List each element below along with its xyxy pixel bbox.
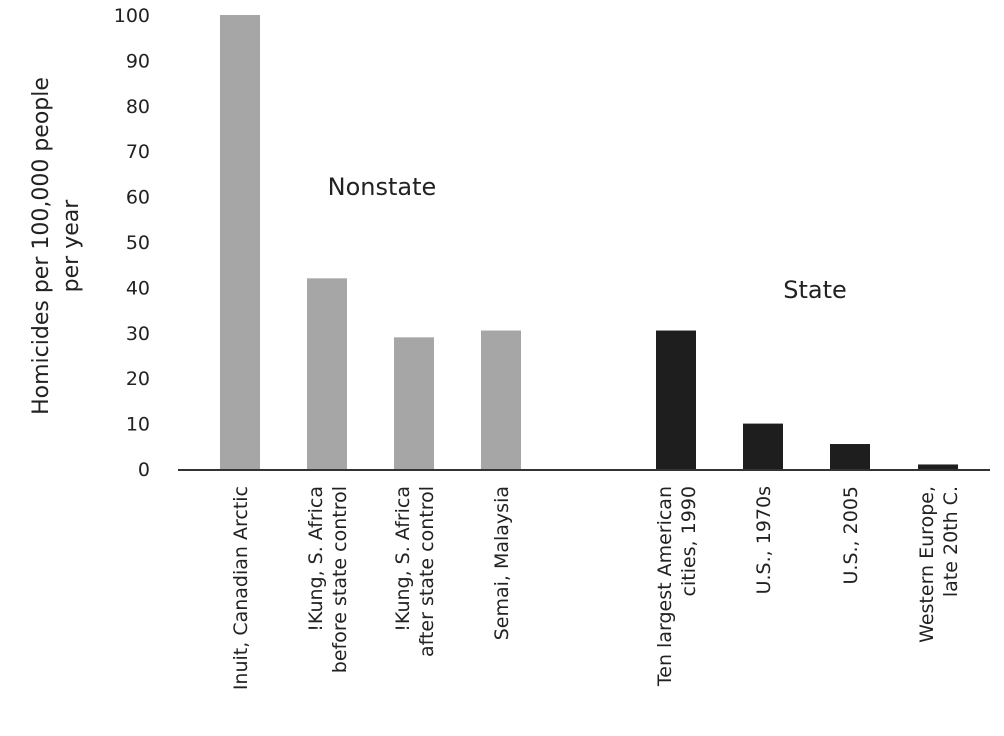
x-category-label: late 20th C. [940, 486, 962, 597]
y-tick-label: 90 [126, 50, 150, 72]
y-tick-label: 40 [126, 277, 150, 299]
y-tick-label: 100 [114, 5, 150, 27]
bar-5 [743, 423, 783, 469]
bars [220, 15, 958, 469]
x-category-label: Ten largest American [654, 486, 676, 687]
bar-2 [394, 337, 434, 469]
group-label-nonstate: Nonstate [328, 173, 437, 201]
x-category-label: Inuit, Canadian Arctic [230, 486, 252, 690]
x-category-label: Western Europe, [916, 486, 938, 643]
y-tick-label: 50 [126, 232, 150, 254]
y-tick-label: 10 [126, 414, 150, 436]
bar-0 [220, 15, 260, 469]
x-category-label: !Kung, S. Africa [305, 486, 327, 632]
y-axis-title: Homicides per 100,000 people per year [29, 77, 84, 415]
x-category-label: U.S., 1970s [753, 486, 775, 594]
x-category-label: cities, 1990 [678, 486, 700, 596]
bar-7 [918, 464, 958, 469]
bar-1 [307, 278, 347, 469]
y-tick-label: 80 [126, 96, 150, 118]
y-tick-label: 30 [126, 323, 150, 345]
x-category-label: U.S., 2005 [840, 486, 862, 584]
x-category-label: Semai, Malaysia [491, 486, 513, 640]
bar-3 [481, 330, 521, 469]
bar-4 [656, 330, 696, 469]
y-axis-title-line: per year [59, 199, 84, 293]
category-labels: Inuit, Canadian Arctic !Kung, S. Africa be… [230, 486, 962, 690]
y-tick-label: 20 [126, 368, 150, 390]
bar-6 [830, 444, 870, 469]
y-tick-label: 0 [138, 459, 150, 481]
y-tick-label: 70 [126, 141, 150, 163]
group-label-state: State [783, 276, 847, 304]
x-category-label: !Kung, S. Africa [392, 486, 414, 632]
y-axis-ticks: 0 10 20 30 40 50 60 70 80 90 100 [114, 5, 150, 481]
group-labels: Nonstate State [328, 173, 847, 304]
x-category-label: before state control [329, 486, 351, 673]
y-axis-title-line: Homicides per 100,000 people [29, 77, 54, 415]
x-category-label: after state control [416, 486, 438, 657]
y-tick-label: 60 [126, 187, 150, 209]
